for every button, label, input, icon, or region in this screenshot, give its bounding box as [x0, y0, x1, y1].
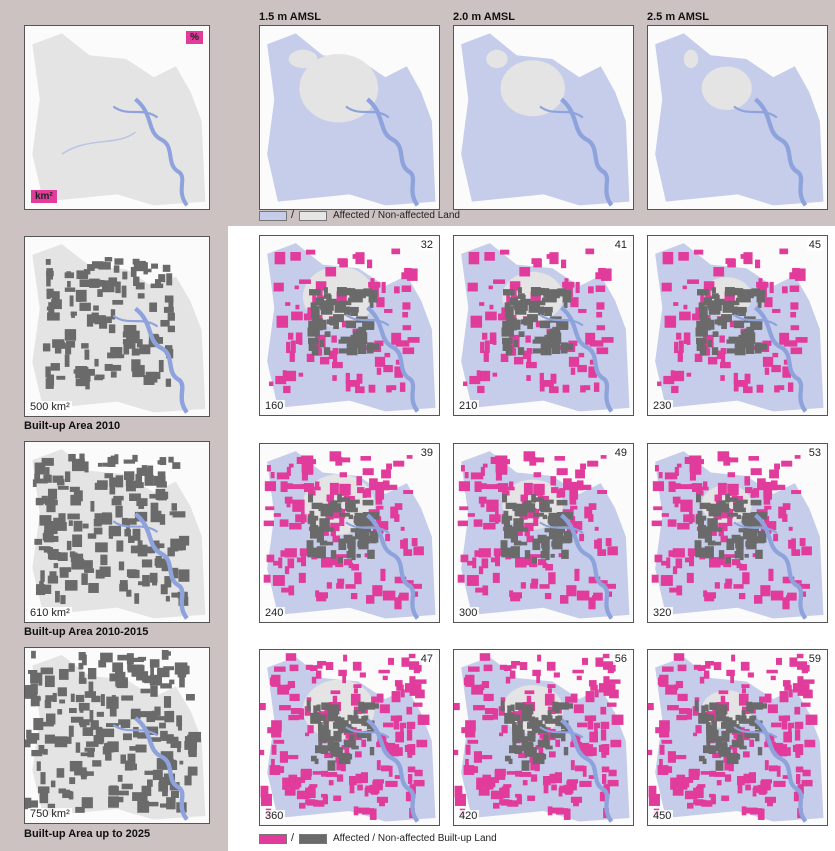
affected-area: 450 — [651, 810, 674, 822]
builtup-title-2010-2015: Built-up Area 2010-2015 — [24, 626, 149, 638]
affected-area: 240 — [263, 607, 286, 619]
result-map-2015-2: 49 300 — [453, 443, 634, 623]
scenario-header-2: 2.0 m AMSL — [453, 11, 515, 23]
non-affected-builtup-swatch — [299, 834, 327, 844]
builtup-map-graphic — [32, 244, 206, 414]
total-area-label: 750 km² — [28, 808, 72, 820]
flood-map-2 — [453, 25, 634, 210]
result-map-graphic — [263, 451, 436, 620]
non-affected-land-swatch — [299, 211, 327, 221]
result-map-graphic — [267, 243, 436, 413]
flood-map-graphic — [655, 33, 824, 207]
builtup-title-2025: Built-up Area up to 2025 — [24, 828, 151, 840]
flood-map-graphic — [461, 33, 630, 207]
result-map-graphic — [454, 653, 630, 823]
flood-map-1 — [259, 25, 440, 210]
total-area-label: 610 km² — [28, 607, 72, 619]
affected-area: 230 — [651, 400, 674, 412]
result-map-2010-2: 41 210 — [453, 235, 634, 416]
builtup-map-2010: 500 km² — [24, 236, 210, 417]
affected-area: 210 — [457, 400, 480, 412]
result-map-graphic — [457, 451, 630, 620]
land-legend-label: Affected / Non-affected Land — [333, 210, 460, 221]
affected-percent: 45 — [806, 239, 823, 251]
affected-percent: 49 — [612, 447, 629, 459]
result-map-graphic — [651, 451, 824, 620]
affected-area: 160 — [263, 400, 286, 412]
result-map-2025-2: 56 420 — [453, 649, 634, 826]
flood-map-3 — [647, 25, 828, 210]
result-map-2015-1: 39 240 — [259, 443, 440, 623]
affected-area: 420 — [457, 810, 480, 822]
affected-percent: 39 — [418, 447, 435, 459]
affected-percent: 32 — [418, 239, 435, 251]
builtup-map-graphic — [25, 649, 206, 821]
affected-percent: 47 — [418, 653, 435, 665]
land-legend-slash: / — [291, 209, 295, 221]
builtup-legend-label: Affected / Non-affected Built-up Land — [333, 833, 497, 844]
result-map-2010-3: 45 230 — [647, 235, 828, 416]
builtup-map-2025: 750 km² — [24, 647, 210, 824]
affected-percent: 53 — [806, 447, 823, 459]
scenario-header-1: 1.5 m AMSL — [259, 11, 321, 23]
result-map-graphic — [260, 653, 436, 823]
affected-percent: 41 — [612, 239, 629, 251]
result-map-graphic — [461, 243, 630, 413]
base-map-graphic — [32, 33, 206, 207]
builtup-map-graphic — [32, 449, 206, 620]
affected-area: 360 — [263, 810, 286, 822]
builtup-legend-slash: / — [291, 832, 295, 844]
affected-area: 320 — [651, 607, 674, 619]
result-map-2025-1: 47 360 — [259, 649, 440, 826]
base-map: % km² — [24, 25, 210, 210]
percent-badge: % — [186, 31, 203, 44]
builtup-title-2010: Built-up Area 2010 — [24, 420, 121, 432]
result-map-2025-3: 59 450 — [647, 649, 828, 826]
area-badge: km² — [31, 190, 57, 203]
result-map-graphic — [655, 243, 824, 413]
affected-area: 300 — [457, 607, 480, 619]
affected-percent: 59 — [806, 653, 823, 665]
scenario-header-3: 2.5 m AMSL — [647, 11, 709, 23]
total-area-label: 500 km² — [28, 401, 72, 413]
builtup-map-2010-2015: 610 km² — [24, 441, 210, 623]
affected-land-swatch — [259, 211, 287, 221]
result-map-graphic — [648, 653, 824, 823]
affected-builtup-swatch — [259, 834, 287, 844]
result-map-2010-1: 32 160 — [259, 235, 440, 416]
affected-percent: 56 — [612, 653, 629, 665]
flood-map-graphic — [267, 33, 436, 207]
result-map-2015-3: 53 320 — [647, 443, 828, 623]
